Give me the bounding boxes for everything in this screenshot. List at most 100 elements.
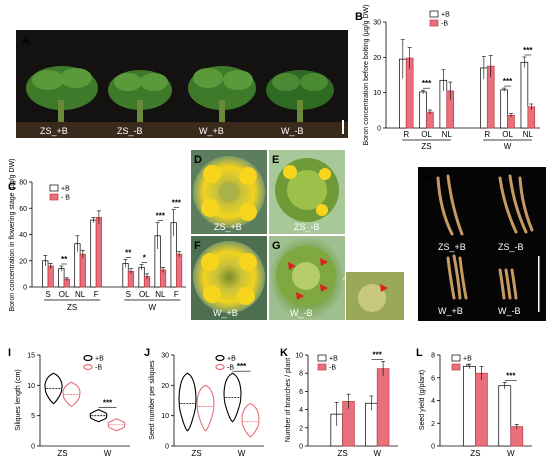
caption-a-w-minus: W_-B: [281, 126, 304, 136]
bar: [58, 268, 65, 288]
legend-label: +B: [227, 356, 236, 363]
scale-bar-h: [538, 256, 540, 312]
y-axis-label: Number of branches / plant: [285, 358, 292, 442]
category-label: R: [484, 130, 490, 139]
y-tick-label: 8: [431, 353, 435, 360]
legend-label: +B: [329, 356, 338, 363]
plant-zs-minus: [108, 70, 172, 122]
legend-swatch: [83, 354, 93, 362]
plant-zs-plus: [26, 66, 98, 122]
y-tick-label: 80: [19, 180, 27, 187]
sig-mark: ***: [172, 199, 182, 208]
bar: [500, 89, 508, 129]
y-tick-label: 0: [377, 126, 381, 133]
legend-swatch: [49, 193, 59, 201]
panel-label-g: G: [272, 240, 281, 252]
caption-f: W_+B: [213, 308, 238, 318]
bar: [176, 253, 183, 288]
panel-label: J: [144, 347, 150, 359]
y-tick-label: 0: [431, 444, 435, 451]
bar: [47, 265, 54, 288]
violin: [107, 418, 126, 432]
violin: [196, 384, 215, 432]
category-label: F: [94, 290, 99, 299]
sig-mark: ***: [523, 46, 533, 55]
bar: [90, 219, 97, 288]
legend-label: -B: [95, 365, 102, 372]
legend-swatch: [317, 363, 327, 371]
legend-label: +B: [95, 356, 104, 363]
category-label: S: [126, 290, 131, 299]
category-label: W: [238, 449, 246, 458]
category-label: NL: [155, 290, 166, 299]
sig-mark: ***: [103, 399, 113, 408]
category-label: W: [104, 449, 112, 458]
panel-label-d: D: [194, 154, 202, 166]
y-tick-label: 20: [19, 258, 27, 265]
y-tick-label: 10: [295, 353, 303, 360]
panel-G: G W_-B: [269, 236, 404, 320]
y-axis-label: Seed number per siliques: [149, 360, 156, 440]
category-label: NL: [442, 130, 453, 139]
caption-h-zs-minus: ZS_-B: [498, 242, 524, 252]
panel-label: I: [8, 347, 11, 359]
category-label: NL: [523, 130, 534, 139]
y-tick-label: 0: [299, 444, 303, 451]
caption-g: W_-B: [290, 308, 313, 318]
category-label: OL: [139, 290, 150, 299]
category-label: S: [45, 290, 50, 299]
bar: [527, 106, 536, 129]
y-tick-label: 60: [19, 206, 27, 213]
violin: [62, 381, 81, 408]
bar: [95, 217, 102, 288]
panel-label-e: E: [272, 154, 279, 166]
violin: [223, 372, 242, 423]
y-axis-label: Boron concentration in flowering stage (…: [9, 158, 16, 311]
sig-mark: ***: [237, 362, 247, 371]
y-tick-label: 10: [373, 90, 381, 97]
sig-mark: **: [61, 255, 68, 264]
sig-mark: ***: [503, 77, 513, 86]
caption-a-zs-minus: ZS_-B: [117, 126, 143, 136]
sig-mark: **: [125, 248, 132, 257]
legend-label: -B: [441, 21, 448, 28]
y-tick-label: 10: [27, 383, 35, 390]
legend-swatch: [317, 354, 327, 362]
category-label: W: [507, 449, 515, 458]
scale-bar: [342, 120, 344, 134]
caption-e: ZS_-B: [294, 222, 320, 232]
bar: [498, 385, 512, 447]
y-tick-label: 10: [161, 413, 169, 420]
y-tick-label: 4: [431, 398, 435, 405]
category-label: W: [373, 449, 381, 458]
sig-mark: ***: [373, 350, 383, 359]
legend-label: +B: [441, 12, 450, 19]
group-label: ZS: [421, 142, 431, 151]
legend-swatch: [215, 354, 225, 362]
bar: [426, 111, 434, 129]
y-tick-label: 2: [299, 425, 303, 432]
y-tick-label: 20: [373, 55, 381, 62]
y-tick-label: 0: [31, 444, 35, 451]
category-label: ZS: [470, 449, 480, 458]
caption-h-w-plus: W_+B: [438, 306, 463, 316]
category-label: F: [174, 290, 179, 299]
category-label: OL: [421, 130, 432, 139]
legend-label: +B: [61, 186, 70, 193]
bar: [419, 91, 427, 129]
sig-mark: *: [143, 254, 147, 263]
legend-label: - B: [61, 195, 70, 202]
violin: [44, 372, 63, 405]
y-tick-label: 4: [299, 407, 303, 414]
bar: [507, 114, 515, 129]
category-label: ZS: [57, 449, 67, 458]
y-axis-label: Siliques length (cm): [15, 369, 22, 430]
group-label: ZS: [67, 303, 77, 312]
legend-swatch: [451, 363, 461, 371]
legend-swatch: [49, 184, 59, 192]
sig-mark: ***: [506, 371, 516, 380]
